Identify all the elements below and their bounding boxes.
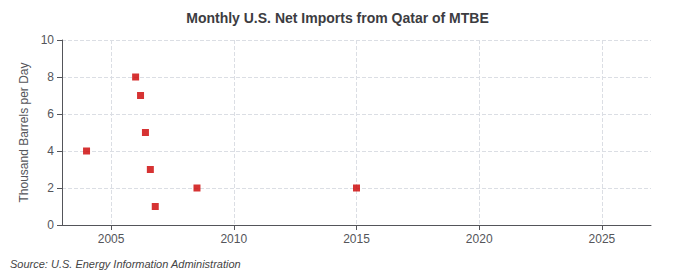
svg-text:2010: 2010 bbox=[220, 232, 247, 246]
svg-text:Source: U.S. Energy Informatio: Source: U.S. Energy Information Administ… bbox=[10, 258, 241, 270]
svg-text:8: 8 bbox=[47, 70, 54, 84]
svg-text:2: 2 bbox=[47, 181, 54, 195]
svg-text:4: 4 bbox=[47, 144, 54, 158]
svg-text:6: 6 bbox=[47, 107, 54, 121]
svg-text:2025: 2025 bbox=[589, 232, 616, 246]
svg-text:Thousand Barrels per Day: Thousand Barrels per Day bbox=[17, 62, 31, 202]
svg-text:10: 10 bbox=[41, 33, 55, 47]
svg-text:2005: 2005 bbox=[98, 232, 125, 246]
svg-text:2015: 2015 bbox=[343, 232, 370, 246]
svg-text:0: 0 bbox=[47, 218, 54, 232]
svg-text:2020: 2020 bbox=[466, 232, 493, 246]
svg-text:Monthly U.S. Net Imports from: Monthly U.S. Net Imports from Qatar of M… bbox=[186, 10, 489, 26]
